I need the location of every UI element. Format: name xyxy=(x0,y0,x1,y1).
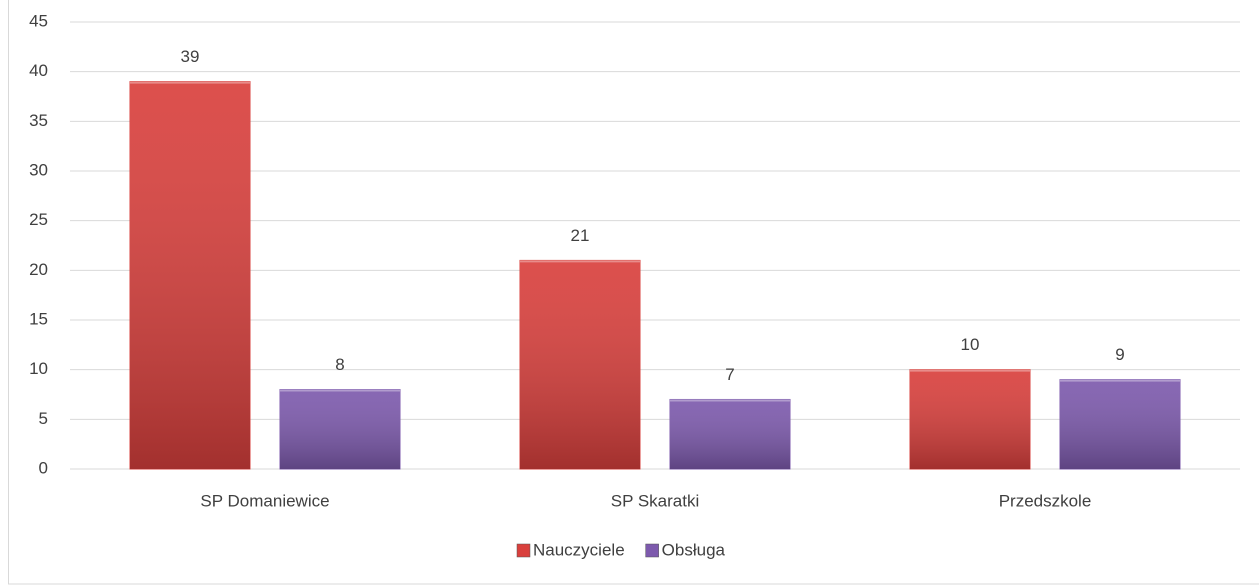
y-tick-label: 0 xyxy=(39,458,48,477)
x-tick-label: SP Domaniewice xyxy=(200,491,329,510)
bar-shade xyxy=(910,369,1030,469)
y-tick-label: 30 xyxy=(29,160,48,179)
data-label: 7 xyxy=(725,365,734,384)
x-tick-label: Przedszkole xyxy=(999,491,1092,510)
bar-shade xyxy=(670,399,790,469)
data-label: 8 xyxy=(335,355,344,374)
legend-swatch xyxy=(516,543,531,558)
y-tick-label: 15 xyxy=(29,309,48,328)
bar-shade xyxy=(130,81,250,469)
legend-swatch xyxy=(645,543,659,558)
y-tick-label: 40 xyxy=(29,61,48,80)
bar-shade xyxy=(520,260,640,469)
y-tick-label: 10 xyxy=(29,359,48,378)
data-label: 21 xyxy=(571,226,590,245)
data-label: 39 xyxy=(181,47,200,66)
y-tick-label: 5 xyxy=(39,409,48,428)
y-tick-label: 25 xyxy=(29,210,48,229)
legend-label: Obsługa xyxy=(662,540,726,559)
y-tick-label: 20 xyxy=(29,260,48,279)
bar-shade xyxy=(280,389,400,469)
data-label: 9 xyxy=(1115,345,1124,364)
x-tick-label: SP Skaratki xyxy=(611,491,700,510)
y-tick-label: 35 xyxy=(29,111,48,130)
chart-border xyxy=(8,0,1259,585)
legend-label: Nauczyciele xyxy=(533,540,625,559)
bar-shade xyxy=(1060,379,1180,469)
data-label: 10 xyxy=(961,335,980,354)
y-tick-label: 45 xyxy=(29,11,48,30)
